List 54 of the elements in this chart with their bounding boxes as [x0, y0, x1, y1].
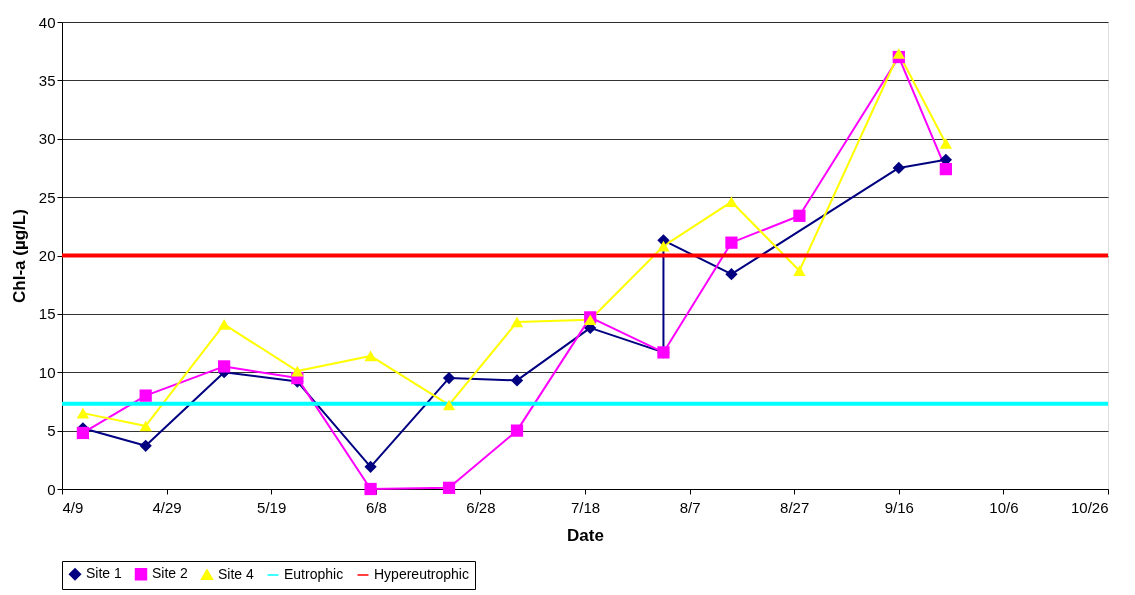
legend-label: Site 2 [152, 565, 189, 582]
point [139, 439, 152, 452]
point [76, 426, 90, 440]
y-tick-label: 0 [47, 480, 56, 498]
y-tick-label: 15 [38, 305, 56, 323]
y-tick-label: 30 [38, 130, 56, 148]
point [510, 424, 524, 437]
point [657, 240, 670, 252]
y-tick-label: 40 [38, 13, 56, 31]
point [76, 407, 90, 419]
point [139, 389, 152, 402]
point [442, 371, 456, 385]
y-tick-label: 35 [38, 71, 56, 89]
y-tick-label: 20 [38, 247, 56, 264]
point [793, 209, 806, 222]
legend-label: Eutrophic [284, 566, 344, 582]
x-tick-label: 9/16 [884, 498, 914, 516]
legend-label: Site 1 [86, 565, 123, 582]
point [510, 316, 524, 328]
point [218, 360, 231, 373]
x-tick-label: 6/8 [365, 498, 387, 516]
point [725, 268, 738, 281]
point [218, 319, 231, 330]
point [291, 365, 304, 377]
y-tick-label: 5 [47, 422, 56, 440]
point [725, 236, 738, 249]
point [139, 420, 152, 432]
point [364, 482, 377, 496]
point [364, 460, 377, 473]
x-tick-label: 10/6 [989, 498, 1019, 516]
point [442, 481, 456, 494]
point [442, 399, 456, 411]
point [793, 265, 806, 276]
point [510, 374, 524, 387]
point [725, 196, 738, 208]
legend-label: Site 4 [218, 565, 255, 582]
x-axis-title: Date [567, 525, 604, 545]
x-tick-label: 7/18 [570, 498, 601, 516]
point [939, 162, 952, 176]
x-tick-label: 4/29 [152, 498, 182, 516]
x-tick-label: 5/19 [257, 498, 287, 516]
y-tick-label: 10 [38, 363, 56, 381]
legend-label: Hypereutrophic [374, 566, 469, 582]
point [892, 48, 905, 59]
x-tick-label: 4/9 [62, 498, 84, 516]
point [892, 161, 905, 175]
point [364, 350, 377, 362]
x-tick-label: 6/28 [466, 498, 496, 516]
x-tick-label: 8/27 [780, 498, 810, 516]
y-axis-title: Chl-a (µg/L) [9, 209, 29, 303]
x-tick-label: 8/7 [679, 498, 701, 516]
y-tick-label: 25 [38, 188, 56, 206]
point [939, 138, 952, 149]
x-tick-label: 10/26 [1070, 498, 1109, 516]
